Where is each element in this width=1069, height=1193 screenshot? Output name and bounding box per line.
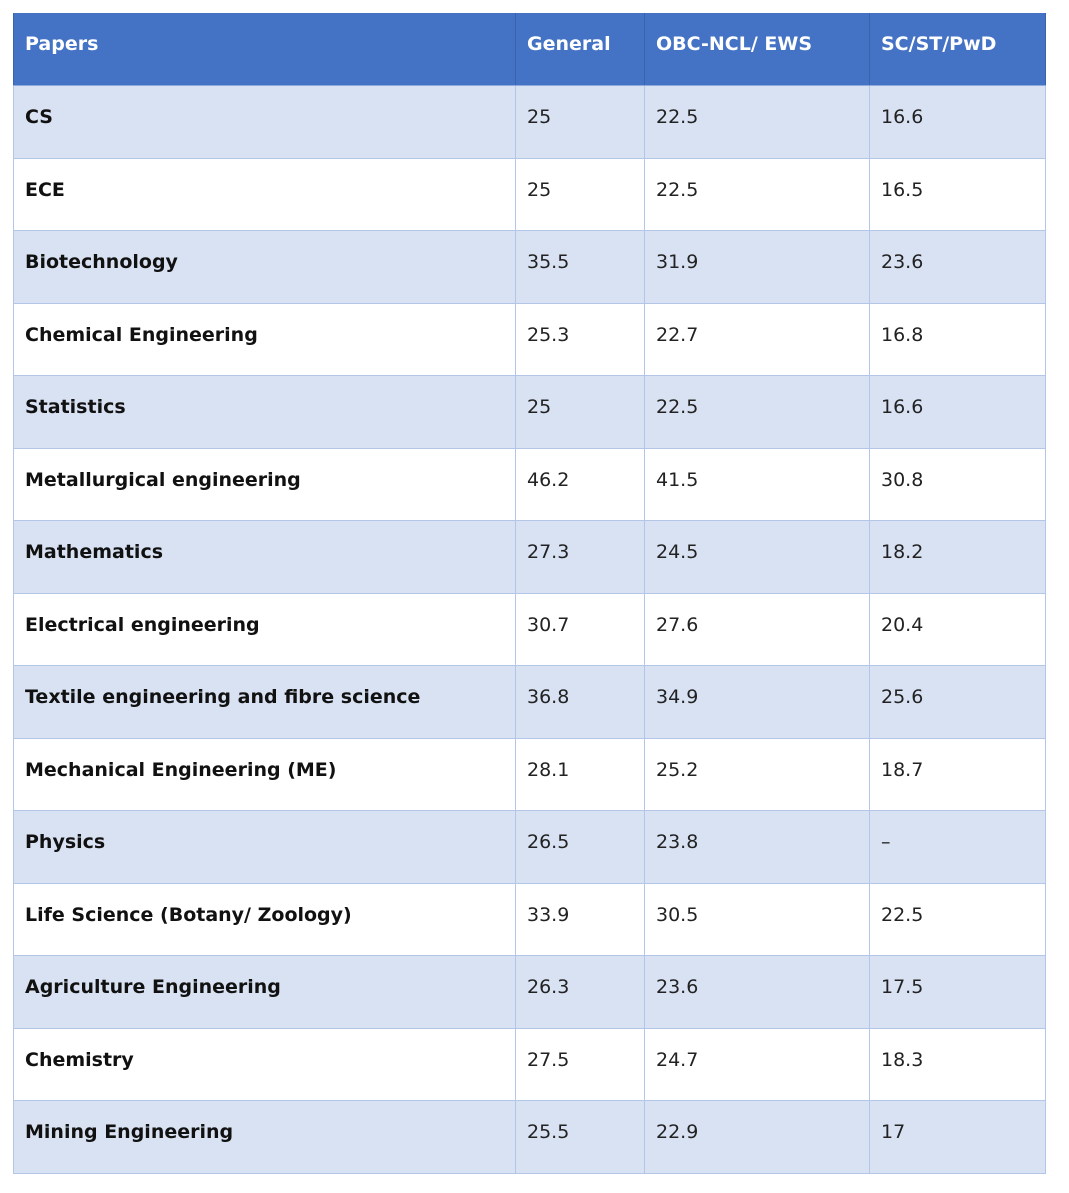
paper-name-cell: Mechanical Engineering (ME) bbox=[13, 737, 516, 811]
general-cell: 27.3 bbox=[515, 520, 645, 594]
obc-ncl-ews-cell: 23.6 bbox=[644, 955, 870, 1029]
obc-ncl-ews-cell: 22.5 bbox=[644, 85, 870, 159]
general-cell: 28.1 bbox=[515, 737, 645, 811]
obc-ncl-ews-cell: 34.9 bbox=[644, 665, 870, 739]
paper-name-cell: Statistics bbox=[13, 375, 516, 449]
sc-st-pwd-cell: 18.3 bbox=[869, 1027, 1046, 1101]
paper-name-cell: Textile engineering and fibre science bbox=[13, 665, 516, 739]
general-cell: 26.5 bbox=[515, 810, 645, 884]
general-cell: 25.5 bbox=[515, 1100, 645, 1174]
table-row: Electrical engineering 30.7 27.6 20.4 bbox=[13, 592, 1046, 666]
obc-ncl-ews-cell: 24.7 bbox=[644, 1027, 870, 1101]
paper-name-cell: Metallurgical engineering bbox=[13, 447, 516, 521]
general-cell: 25 bbox=[515, 85, 645, 159]
sc-st-pwd-cell: 17 bbox=[869, 1100, 1046, 1174]
header-sc-st-pwd: SC/ST/PwD bbox=[869, 13, 1046, 86]
paper-name-cell: CS bbox=[13, 85, 516, 159]
general-cell: 25.3 bbox=[515, 302, 645, 376]
paper-name-cell: Chemical Engineering bbox=[13, 302, 516, 376]
paper-name-cell: ECE bbox=[13, 157, 516, 231]
general-cell: 26.3 bbox=[515, 955, 645, 1029]
table-row: Chemistry 27.5 24.7 18.3 bbox=[13, 1027, 1046, 1101]
general-cell: 35.5 bbox=[515, 230, 645, 304]
paper-name-cell: Physics bbox=[13, 810, 516, 884]
obc-ncl-ews-cell: 22.9 bbox=[644, 1100, 870, 1174]
cutoff-table: Papers General OBC-NCL/ EWS SC/ST/PwD CS… bbox=[13, 13, 1046, 1174]
header-row: Papers General OBC-NCL/ EWS SC/ST/PwD bbox=[13, 13, 1046, 86]
paper-name-cell: Biotechnology bbox=[13, 230, 516, 304]
obc-ncl-ews-cell: 24.5 bbox=[644, 520, 870, 594]
obc-ncl-ews-cell: 22.5 bbox=[644, 375, 870, 449]
obc-ncl-ews-cell: 27.6 bbox=[644, 592, 870, 666]
sc-st-pwd-cell: 17.5 bbox=[869, 955, 1046, 1029]
paper-name-cell: Life Science (Botany/ Zoology) bbox=[13, 882, 516, 956]
obc-ncl-ews-cell: 23.8 bbox=[644, 810, 870, 884]
table-row: ECE 25 22.5 16.5 bbox=[13, 157, 1046, 231]
sc-st-pwd-cell: 16.6 bbox=[869, 85, 1046, 159]
table-row: Mechanical Engineering (ME) 28.1 25.2 18.7 bbox=[13, 737, 1046, 811]
table-row: Agriculture Engineering 26.3 23.6 17.5 bbox=[13, 955, 1046, 1029]
general-cell: 27.5 bbox=[515, 1027, 645, 1101]
table-row: Statistics 25 22.5 16.6 bbox=[13, 375, 1046, 449]
obc-ncl-ews-cell: 31.9 bbox=[644, 230, 870, 304]
header-papers: Papers bbox=[13, 13, 516, 86]
sc-st-pwd-cell: 16.5 bbox=[869, 157, 1046, 231]
paper-name-cell: Mining Engineering bbox=[13, 1100, 516, 1174]
table-row: Metallurgical engineering 46.2 41.5 30.8 bbox=[13, 447, 1046, 521]
sc-st-pwd-cell: 18.2 bbox=[869, 520, 1046, 594]
table-row: Biotechnology 35.5 31.9 23.6 bbox=[13, 230, 1046, 304]
sc-st-pwd-cell: 16.6 bbox=[869, 375, 1046, 449]
table-row: Life Science (Botany/ Zoology) 33.9 30.5 22… bbox=[13, 882, 1046, 956]
general-cell: 25 bbox=[515, 157, 645, 231]
sc-st-pwd-cell: – bbox=[869, 810, 1046, 884]
general-cell: 33.9 bbox=[515, 882, 645, 956]
paper-name-cell: Mathematics bbox=[13, 520, 516, 594]
table-row: Physics 26.5 23.8– bbox=[13, 810, 1046, 884]
sc-st-pwd-cell: 30.8 bbox=[869, 447, 1046, 521]
obc-ncl-ews-cell: 22.7 bbox=[644, 302, 870, 376]
paper-name-cell: Chemistry bbox=[13, 1027, 516, 1101]
general-cell: 25 bbox=[515, 375, 645, 449]
sc-st-pwd-cell: 25.6 bbox=[869, 665, 1046, 739]
table-row: CS 25 22.5 16.6 bbox=[13, 85, 1046, 159]
obc-ncl-ews-cell: 22.5 bbox=[644, 157, 870, 231]
sc-st-pwd-cell: 20.4 bbox=[869, 592, 1046, 666]
table-body: CS 25 22.5 16.6 ECE 25 22.5 16.5 Biotechnology 35… bbox=[13, 85, 1046, 1174]
obc-ncl-ews-cell: 41.5 bbox=[644, 447, 870, 521]
table-row: Mining Engineering 25.5 22.9 17 bbox=[13, 1100, 1046, 1174]
sc-st-pwd-cell: 23.6 bbox=[869, 230, 1046, 304]
general-cell: 36.8 bbox=[515, 665, 645, 739]
obc-ncl-ews-cell: 30.5 bbox=[644, 882, 870, 956]
table-row: Chemical Engineering 25.3 22.7 16.8 bbox=[13, 302, 1046, 376]
sc-st-pwd-cell: 16.8 bbox=[869, 302, 1046, 376]
sc-st-pwd-cell: 18.7 bbox=[869, 737, 1046, 811]
table-row: Mathematics 27.3 24.5 18.2 bbox=[13, 520, 1046, 594]
paper-name-cell: Electrical engineering bbox=[13, 592, 516, 666]
header-general: General bbox=[515, 13, 645, 86]
general-cell: 46.2 bbox=[515, 447, 645, 521]
general-cell: 30.7 bbox=[515, 592, 645, 666]
table-header: Papers General OBC-NCL/ EWS SC/ST/PwD bbox=[13, 13, 1046, 86]
obc-ncl-ews-cell: 25.2 bbox=[644, 737, 870, 811]
header-obc-ncl-ews: OBC-NCL/ EWS bbox=[644, 13, 870, 86]
paper-name-cell: Agriculture Engineering bbox=[13, 955, 516, 1029]
table-row: Textile engineering and fibre science 36.… bbox=[13, 665, 1046, 739]
sc-st-pwd-cell: 22.5 bbox=[869, 882, 1046, 956]
